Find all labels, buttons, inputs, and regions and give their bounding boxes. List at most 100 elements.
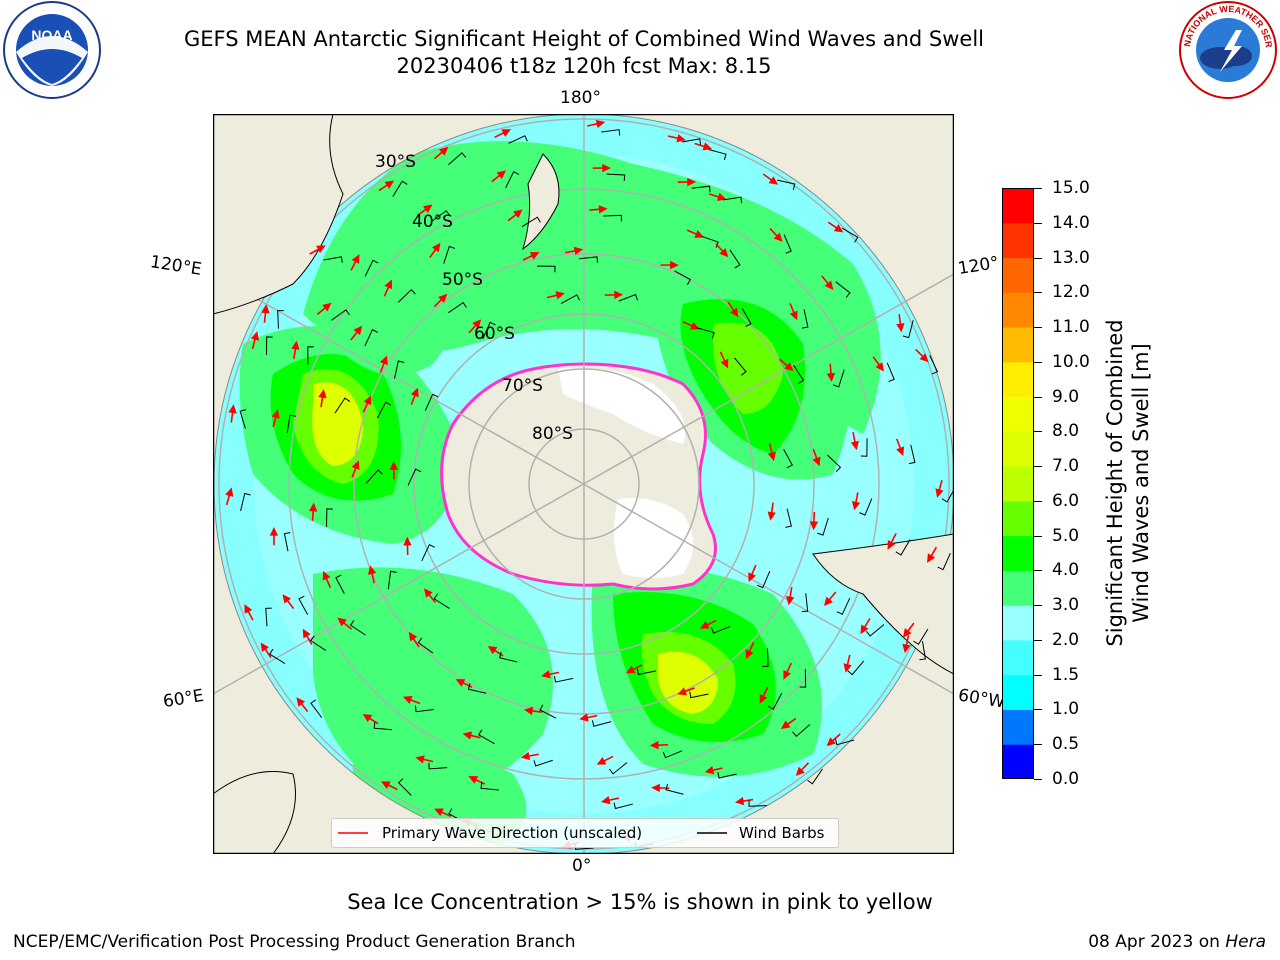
- colorbar-segment: [1002, 744, 1034, 779]
- lon-label-120w: 120°: [956, 252, 1001, 280]
- wave-direction-arrowhead: [468, 776, 479, 784]
- wind-barb: [601, 129, 621, 136]
- wind-barb: [748, 800, 768, 807]
- wind-barb: [618, 293, 639, 302]
- colorbar-tick: [1034, 292, 1042, 294]
- svg-text:Significant Height of Combined: Significant Height of Combined: [1103, 319, 1127, 646]
- colorbar-tick: [1034, 396, 1042, 398]
- wind-barb: [860, 438, 868, 457]
- wave-direction-arrowhead: [699, 621, 710, 629]
- wave-direction-arrowhead: [625, 665, 636, 674]
- colorbar-tick-label: 2.0: [1052, 629, 1080, 650]
- colorbar-segment: [1002, 639, 1034, 676]
- colorbar-tick: [1034, 639, 1042, 641]
- wave-direction-arrowhead: [745, 649, 754, 660]
- wind-barb: [286, 414, 296, 434]
- colorbar-segment: [1002, 466, 1034, 502]
- wave-direction-arrowhead: [403, 536, 412, 546]
- colorbar-tick-label: 7.0: [1052, 456, 1080, 477]
- wind-barb: [240, 492, 251, 512]
- wind-barb: [866, 624, 885, 637]
- wave-direction-arrowhead: [408, 631, 418, 642]
- wind-barb: [431, 210, 451, 222]
- wind-barb: [521, 216, 541, 228]
- wave-direction-arrowhead: [935, 488, 944, 498]
- wave-direction-arrowhead: [316, 245, 326, 254]
- wave-direction-arrowhead: [694, 230, 704, 238]
- wave-direction-arrowhead: [402, 696, 413, 704]
- wind-barb: [283, 532, 291, 552]
- wind-barb: [913, 628, 929, 645]
- wave-direction-arrowhead: [269, 526, 279, 536]
- colorbar-tick-label: 8.0: [1052, 421, 1080, 442]
- wind-barb: [741, 307, 752, 328]
- lat-label-70s: 70°S: [502, 376, 543, 396]
- colorbar-tick: [1034, 674, 1042, 676]
- colorbar-tick-label: 10.0: [1052, 351, 1090, 372]
- wind-barb: [325, 508, 333, 527]
- colorbar-segment: [1002, 431, 1034, 467]
- wave-direction-arrowhead: [809, 521, 819, 531]
- wind-barb: [929, 355, 939, 375]
- wind-barb: [689, 691, 709, 699]
- colorbar-tick: [1034, 431, 1042, 433]
- wind-barb: [777, 179, 796, 190]
- wave-direction-arrowhead: [730, 307, 739, 318]
- wind-barb: [886, 362, 895, 383]
- wave-direction-arrowhead: [843, 663, 852, 673]
- wave-direction-arrowhead: [282, 594, 292, 604]
- wind-barb: [414, 705, 434, 713]
- wave-direction-arrowhead: [271, 409, 280, 419]
- wave-direction-arrowhead: [496, 170, 507, 180]
- wind-barb: [606, 173, 626, 181]
- wave-direction-arrowhead: [225, 487, 234, 497]
- lat-label-40s: 40°S: [412, 212, 453, 232]
- wave-direction-arrowhead: [455, 679, 466, 687]
- wind-barb: [433, 593, 450, 609]
- wind-barb: [239, 409, 247, 429]
- colorbar-segment: [1002, 257, 1034, 293]
- lat-label-50s: 50°S: [442, 270, 483, 290]
- wind-barb: [609, 762, 628, 775]
- colorbar-tick: [1034, 327, 1042, 329]
- wave-direction-arrowhead: [423, 588, 433, 598]
- wave-direction-arrowhead: [768, 176, 779, 185]
- colorbar-segment: [1002, 361, 1034, 398]
- colorbar-segment: [1002, 709, 1034, 745]
- wind-barb: [373, 722, 393, 731]
- wave-direction-arrowhead: [720, 358, 729, 369]
- colorbar-segment: [1002, 188, 1034, 224]
- wind-barb: [937, 552, 951, 571]
- sea-ice-note: Sea Ice Concentration > 15% is shown in …: [347, 890, 933, 914]
- wind-barb: [591, 720, 612, 727]
- wind-barb: [365, 469, 383, 484]
- wind-barb: [801, 593, 809, 613]
- wave-direction-arrowhead: [389, 461, 399, 470]
- colorbar-tick: [1034, 570, 1042, 572]
- wind-barb: [734, 357, 747, 376]
- wind-barb: [785, 508, 792, 528]
- wind-barb: [533, 759, 553, 767]
- wind-barb: [613, 802, 633, 810]
- wind-barb: [665, 783, 684, 795]
- colorbar-tick-label: 0.5: [1052, 734, 1080, 755]
- wave-direction-arrowhead: [434, 808, 444, 817]
- colorbar-segment: [1002, 500, 1034, 537]
- colorbar-tick-label: 6.0: [1052, 490, 1080, 511]
- wind-barb: [919, 641, 926, 661]
- map-legend: Primary Wave Direction (unscaled) Wind B…: [331, 818, 839, 848]
- wind-barb: [708, 149, 727, 161]
- wave-direction-arrowhead: [228, 404, 237, 414]
- wind-barb: [398, 288, 416, 303]
- wind-barb: [364, 329, 379, 347]
- wind-barb: [482, 321, 496, 340]
- wind-barb: [832, 369, 845, 388]
- wind-barb: [508, 135, 528, 144]
- wave-direction-arrowhead: [438, 146, 449, 156]
- wave-direction-arrowhead: [927, 553, 936, 563]
- wave-direction-arrowhead: [789, 310, 798, 321]
- lon-label-0: 0°: [572, 856, 592, 876]
- lat-label-60s: 60°S: [474, 324, 515, 344]
- wave-direction-arrowhead: [767, 511, 776, 521]
- wave-direction-arrowhead: [651, 783, 660, 793]
